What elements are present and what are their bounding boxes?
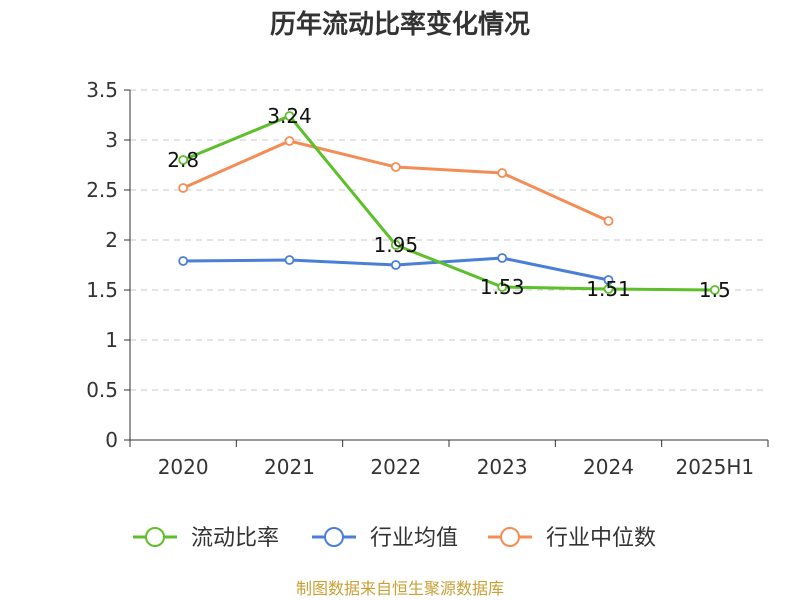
- data-point[interactable]: [284, 255, 295, 265]
- series-line: [182, 114, 715, 292]
- data-point[interactable]: [284, 111, 295, 121]
- legend-item[interactable]: 流动比率: [133, 526, 279, 551]
- data-point[interactable]: [603, 216, 614, 226]
- data-point[interactable]: [390, 162, 401, 172]
- legend-label: 行业均值: [370, 526, 458, 551]
- legend-label: 行业中位数: [546, 526, 656, 551]
- data-point[interactable]: [178, 155, 189, 165]
- data-point[interactable]: [603, 275, 614, 285]
- axes: 0 0.5 1 1.5 2 2.5 3 3.5 2020 2021 2022 2023 2024 2025…: [86, 78, 769, 479]
- series-lines: [178, 111, 720, 295]
- x-tick-label: 2023: [477, 455, 528, 479]
- legend-marker: [145, 527, 165, 547]
- x-tick-label: 2020: [158, 455, 209, 479]
- y-tick-label: 1: [105, 328, 118, 352]
- y-tick-label: 2.5: [86, 178, 118, 202]
- legend-item[interactable]: 行业中位数: [488, 526, 656, 551]
- legend-marker: [500, 527, 520, 547]
- y-tick-label: 1.5: [86, 278, 118, 302]
- y-tick-label: 0.5: [86, 378, 118, 402]
- data-label: 3.24: [267, 104, 312, 128]
- data-label: 2.8: [167, 148, 199, 172]
- data-point[interactable]: [390, 240, 401, 250]
- data-point[interactable]: [497, 282, 508, 292]
- data-point[interactable]: [178, 256, 189, 266]
- data-point[interactable]: [178, 183, 189, 193]
- data-label: 1.51: [586, 277, 631, 301]
- data-labels: 2.8 3.24 1.95 1.53 1.51 1.5: [167, 104, 730, 302]
- data-point[interactable]: [497, 253, 508, 263]
- grid-lines: [130, 89, 768, 391]
- legend-label: 流动比率: [191, 526, 279, 551]
- data-source-note: 制图数据来自恒生聚源数据库: [296, 579, 504, 598]
- series-line: [182, 139, 610, 223]
- legend-item[interactable]: 行业均值: [312, 526, 458, 551]
- x-tick-label: 2022: [370, 455, 421, 479]
- data-point[interactable]: [709, 285, 720, 295]
- legend[interactable]: 流动比率 行业均值 行业中位数: [133, 526, 656, 551]
- y-tick-label: 0: [105, 428, 118, 452]
- x-tick-label: 2025H1: [675, 455, 754, 479]
- x-tick-label: 2024: [583, 455, 634, 479]
- data-point[interactable]: [603, 284, 614, 294]
- data-label: 1.5: [699, 278, 731, 302]
- data-point[interactable]: [497, 168, 508, 178]
- data-label: 1.95: [374, 233, 419, 257]
- data-point[interactable]: [284, 136, 295, 146]
- y-tick-label: 3: [105, 128, 118, 152]
- x-tick-label: 2021: [264, 455, 315, 479]
- data-point[interactable]: [390, 260, 401, 270]
- legend-marker: [324, 527, 344, 547]
- chart-title: 历年流动比率变化情况: [270, 9, 530, 40]
- y-tick-label: 3.5: [86, 78, 118, 102]
- y-tick-label: 2: [105, 228, 118, 252]
- data-label: 1.53: [480, 275, 525, 299]
